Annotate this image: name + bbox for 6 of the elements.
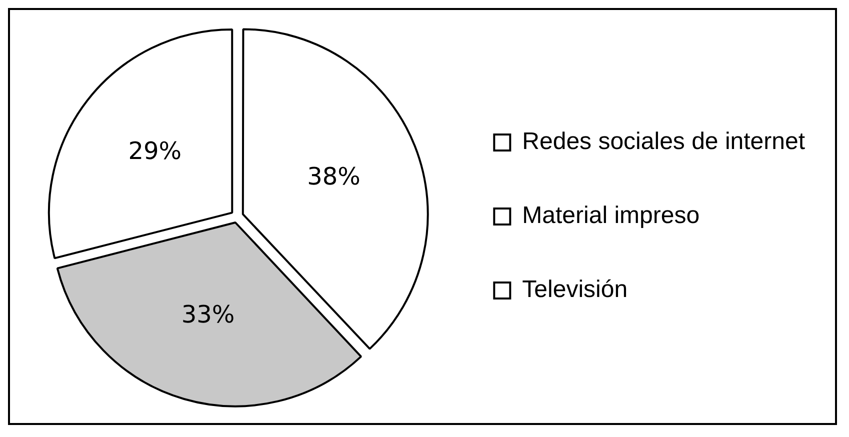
data-label: 29% (128, 136, 182, 165)
legend-label: Material impreso (522, 202, 700, 230)
data-label: 38% (307, 162, 360, 190)
legend-label: Televisión (522, 276, 628, 304)
data-label: 33% (181, 300, 235, 329)
legend-label: Redes sociales de internet (522, 128, 806, 156)
